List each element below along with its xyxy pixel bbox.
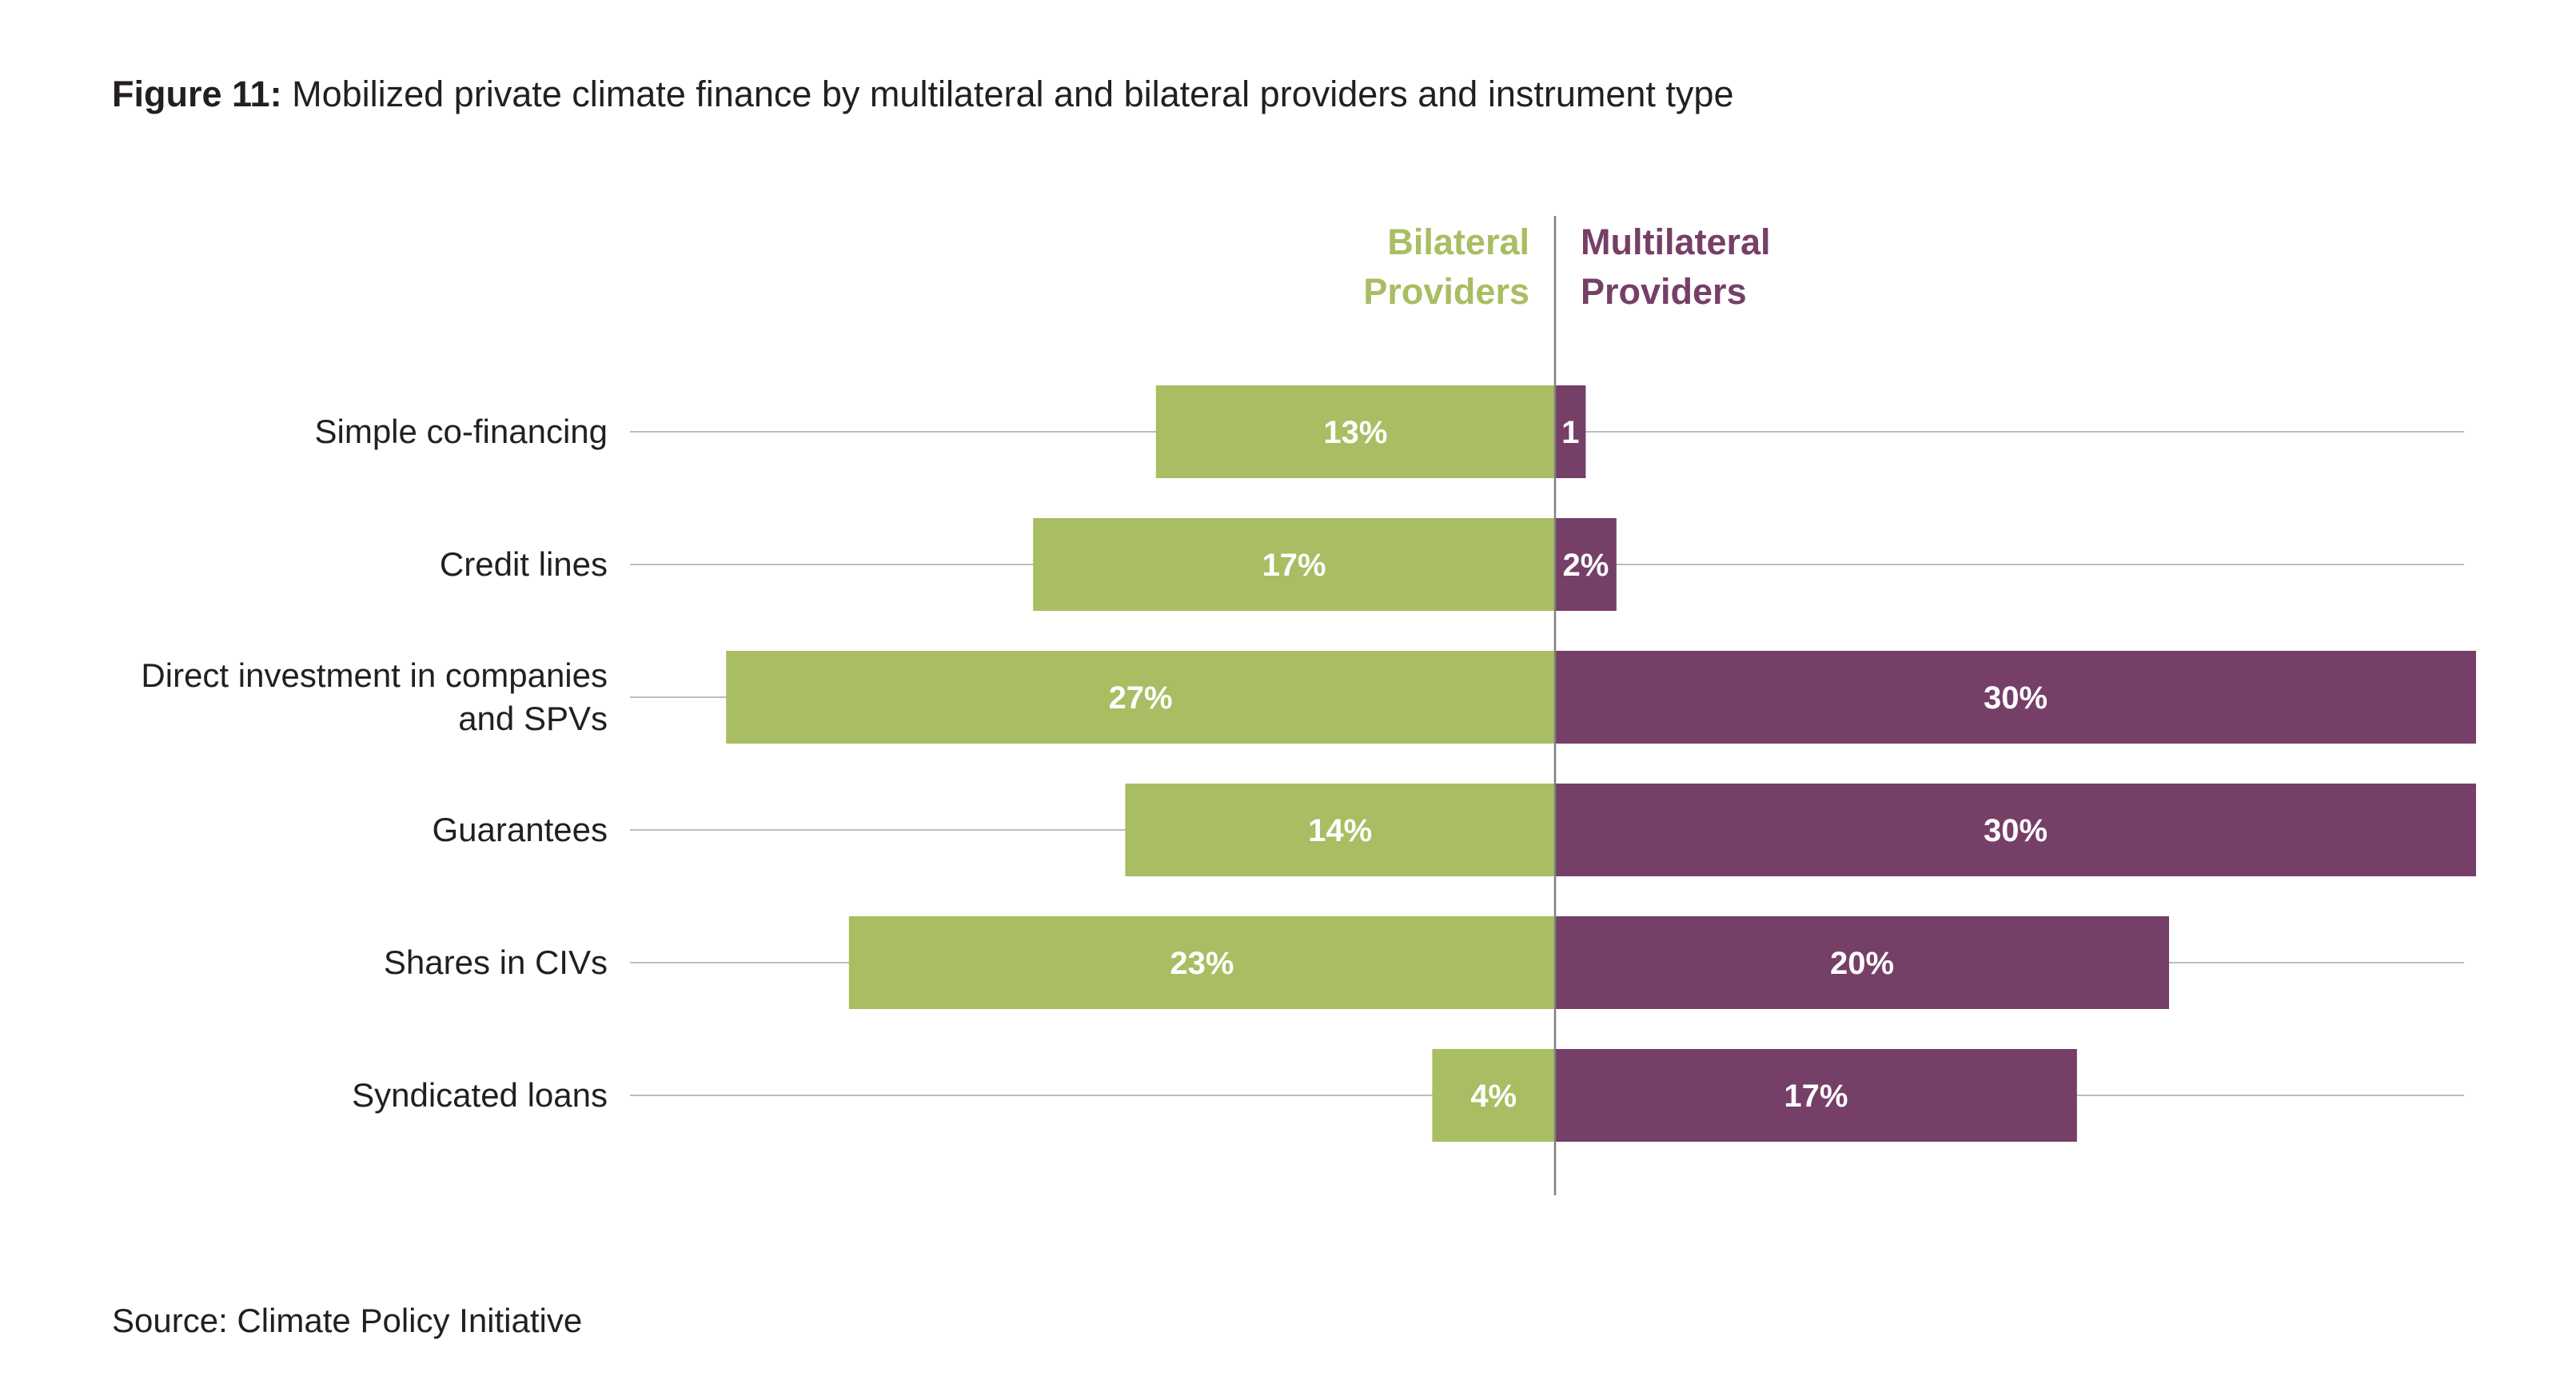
value-label-multilateral-guarantees: 30% <box>1984 813 2048 848</box>
bar-bilateral-credit-lines <box>1033 518 1555 611</box>
category-label-shares-in-civs: Shares in CIVs <box>384 943 608 981</box>
value-label-multilateral-direct-investment-in-companies-and-spvs: 30% <box>1984 680 2048 716</box>
bar-bilateral-syndicated-loans <box>1432 1049 1555 1142</box>
category-label-direct-investment-in-companies-and-spvs-line-1: Direct investment in companies <box>141 656 608 694</box>
series-header-multilateral-line-1: Multilateral <box>1581 221 1771 262</box>
category-label-syndicated-loans: Syndicated loans <box>352 1076 608 1114</box>
value-label-bilateral-credit-lines: 17% <box>1262 548 1326 583</box>
value-label-multilateral-credit-lines: 2% <box>1562 548 1609 583</box>
series-header-bilateral-line-2: Providers <box>1363 271 1529 312</box>
series-header-bilateral-line-1: Bilateral <box>1387 221 1529 262</box>
bars <box>726 385 2476 1142</box>
bar-multilateral-syndicated-loans <box>1555 1049 2077 1142</box>
bar-multilateral-simple-co-financing <box>1555 385 1586 478</box>
value-label-bilateral-guarantees: 14% <box>1308 813 1372 848</box>
value-label-multilateral-simple-co-financing: 1 <box>1561 415 1579 450</box>
value-label-bilateral-direct-investment-in-companies-and-spvs: 27% <box>1109 680 1173 716</box>
figure-label: Figure 11: <box>112 74 282 114</box>
bar-multilateral-direct-investment-in-companies-and-spvs <box>1555 651 2476 744</box>
category-label-credit-lines: Credit lines <box>440 545 608 583</box>
bar-bilateral-shares-in-civs <box>848 916 1555 1009</box>
category-label-guarantees: Guarantees <box>433 811 608 848</box>
bar-bilateral-direct-investment-in-companies-and-spvs <box>726 651 1556 744</box>
value-label-multilateral-syndicated-loans: 17% <box>1784 1079 1848 1114</box>
source-note: Source: Climate Policy Initiative <box>112 1302 583 1339</box>
figure-title-text: Mobilized private climate finance by mul… <box>292 74 1734 114</box>
bar-multilateral-guarantees <box>1555 784 2476 876</box>
value-label-multilateral-shares-in-civs: 20% <box>1830 946 1894 981</box>
category-label-simple-co-financing: Simple co-financing <box>314 413 608 450</box>
value-label-bilateral-syndicated-loans: 4% <box>1470 1079 1517 1114</box>
bar-bilateral-simple-co-financing <box>1155 385 1555 478</box>
labels: Simple co-financing 13% 1 Credit lines 17% 2%… <box>141 413 2048 1114</box>
value-label-bilateral-shares-in-civs: 23% <box>1170 946 1234 981</box>
figure-title: Figure 11: Mobilized private climate fin… <box>112 74 1733 115</box>
bar-bilateral-guarantees <box>1125 784 1555 876</box>
bar-multilateral-shares-in-civs <box>1555 916 2169 1009</box>
series-headers: Bilateral Providers Multilateral Providers <box>1363 216 1771 1195</box>
category-label-direct-investment-in-companies-and-spvs-line-2: and SPVs <box>458 700 608 737</box>
bar-multilateral-credit-lines <box>1555 518 1617 611</box>
series-header-multilateral-line-2: Providers <box>1581 271 1747 312</box>
value-label-bilateral-simple-co-financing: 13% <box>1323 415 1387 450</box>
